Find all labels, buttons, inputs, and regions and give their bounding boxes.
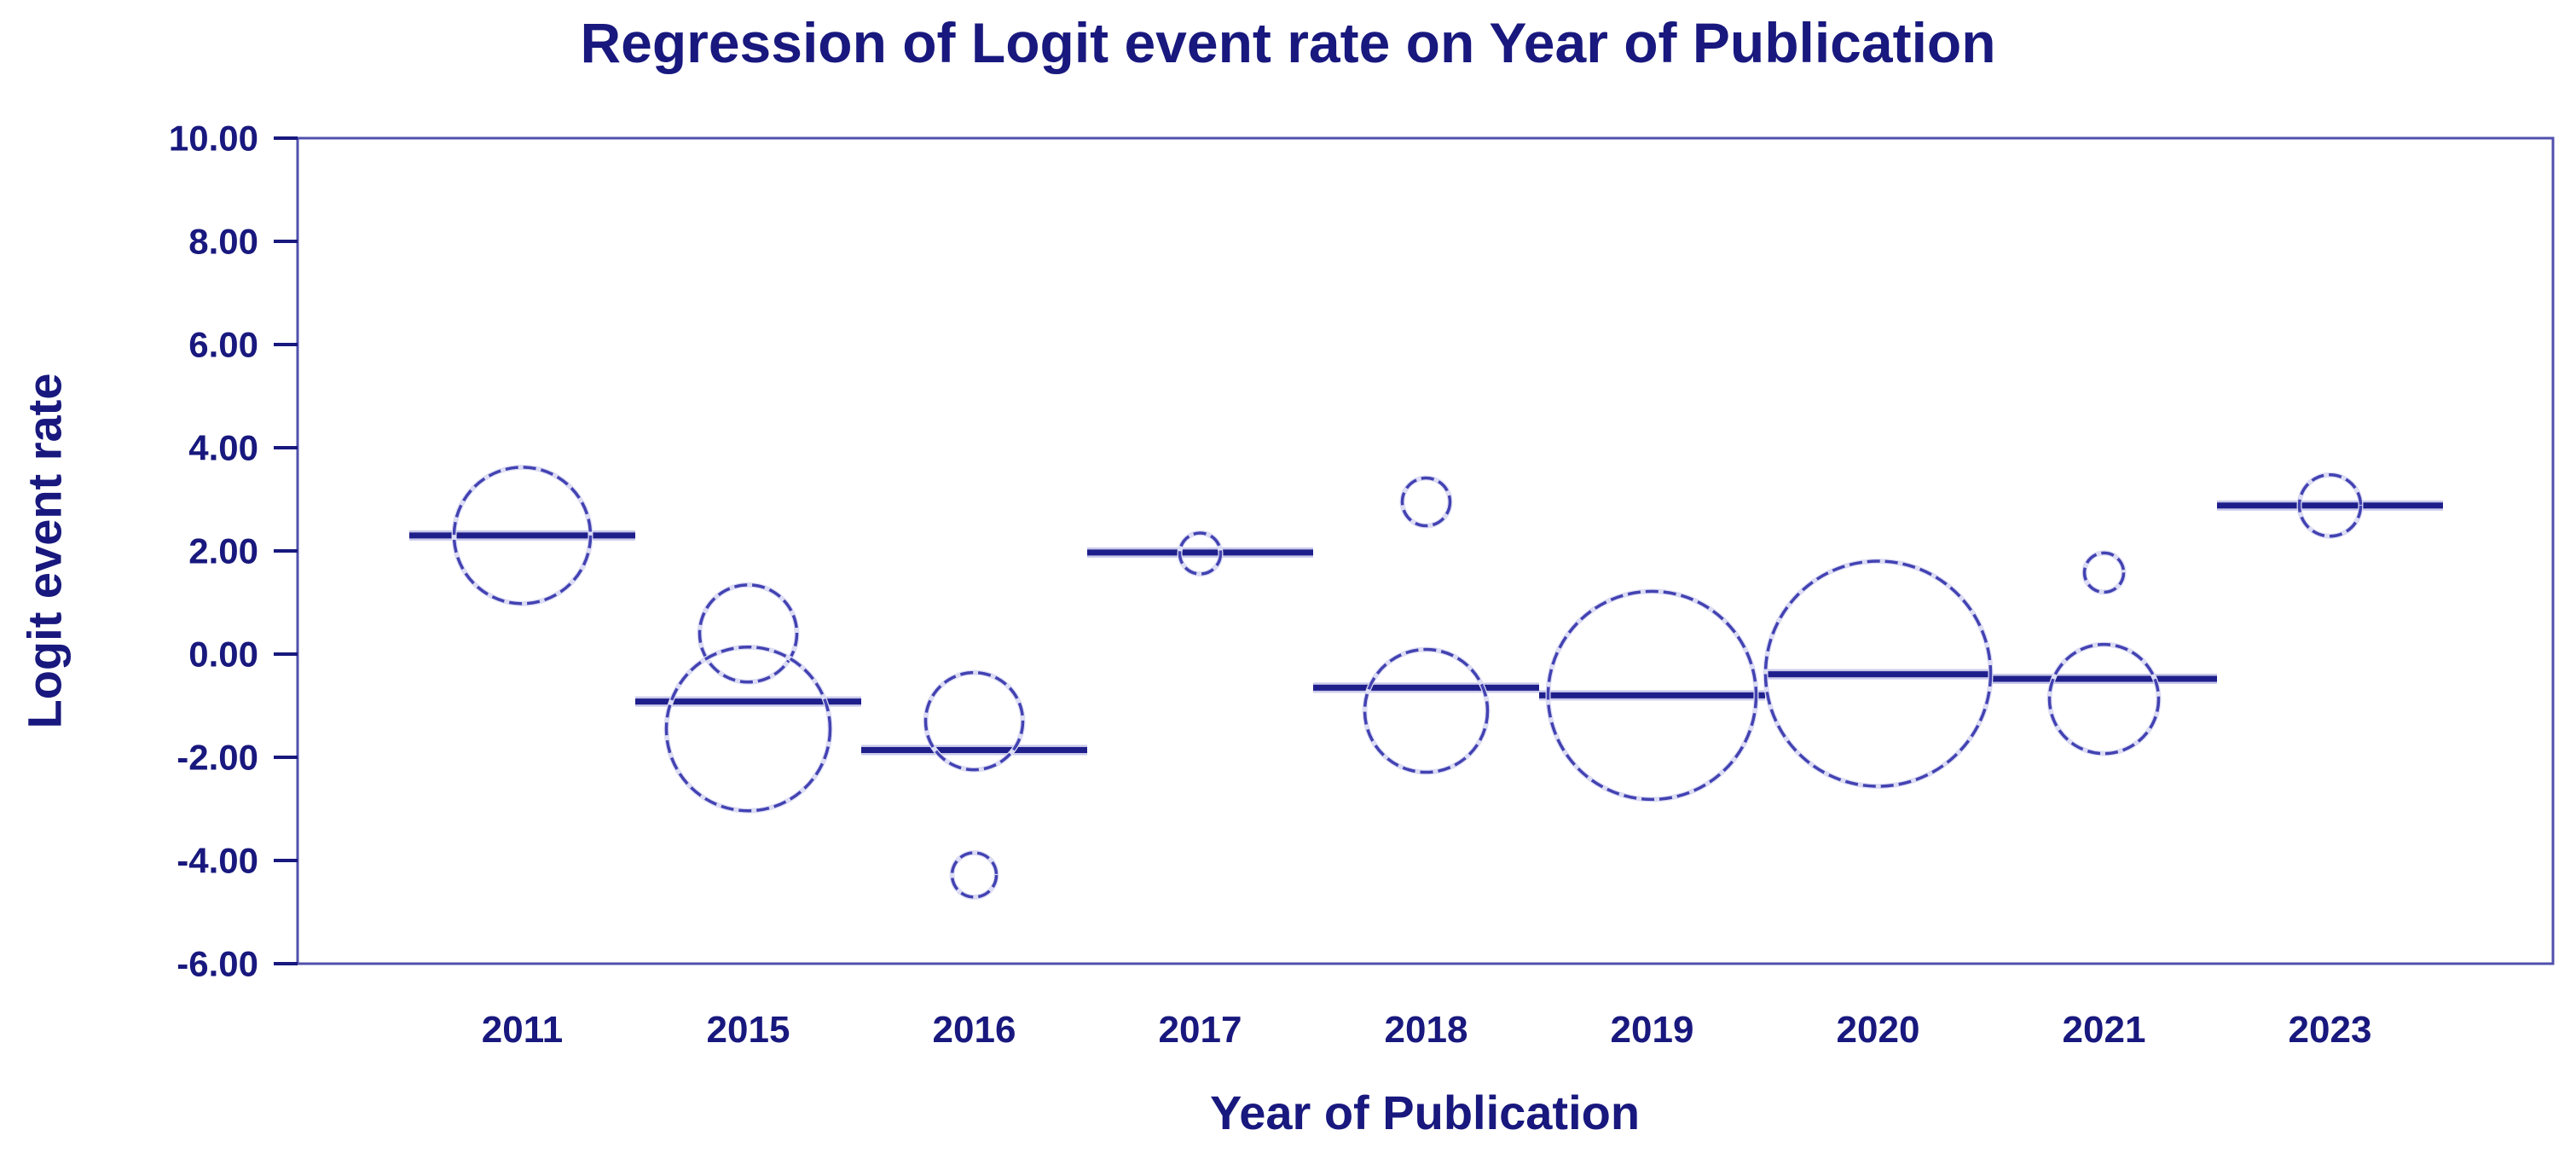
- study-bubble: [1400, 476, 1452, 528]
- y-tick-label: 2.00: [188, 531, 258, 571]
- study-bubble: [698, 583, 799, 684]
- study-bubble: [1178, 531, 1223, 576]
- x-tick-label: 2011: [482, 1009, 563, 1051]
- plot-frame: [296, 136, 2555, 965]
- y-tick-label: 10.00: [169, 119, 258, 159]
- y-tick-label: 6.00: [188, 325, 258, 365]
- x-tick-label: 2019: [1611, 1009, 1694, 1051]
- study-bubble: [950, 851, 999, 899]
- x-tick-label: 2023: [2289, 1009, 2372, 1051]
- y-tick-label: -2.00: [177, 738, 258, 778]
- x-tick-label: 2016: [933, 1009, 1016, 1051]
- study-bubble: [2082, 551, 2126, 594]
- study-bubble: [1546, 589, 1758, 802]
- y-tick-label: -4.00: [177, 841, 258, 881]
- study-bubble: [1763, 559, 1993, 788]
- x-tick-label: 2015: [707, 1009, 790, 1051]
- study-bubble: [2047, 642, 2161, 756]
- study-bubble: [1363, 647, 1490, 774]
- bubble-halo: [949, 849, 999, 900]
- y-tick-label: 0.00: [188, 634, 258, 675]
- y-tick-label: 8.00: [188, 222, 258, 262]
- study-bubble: [923, 670, 1025, 772]
- x-tick-label: 2021: [2063, 1009, 2146, 1051]
- x-axis-title: Year of Publication: [1209, 1086, 1641, 1139]
- x-tick-label: 2018: [1385, 1009, 1468, 1051]
- x-tick-label: 2017: [1159, 1009, 1242, 1051]
- study-bubble: [2297, 473, 2363, 538]
- x-tick-label: 2020: [1837, 1009, 1920, 1051]
- chart-title: Regression of Logit event rate on Year o…: [580, 11, 1996, 74]
- study-bubble: [664, 645, 832, 813]
- y-tick-label: -6.00: [177, 944, 258, 984]
- y-tick-label: 4.00: [188, 428, 258, 468]
- study-bubble: [452, 466, 593, 605]
